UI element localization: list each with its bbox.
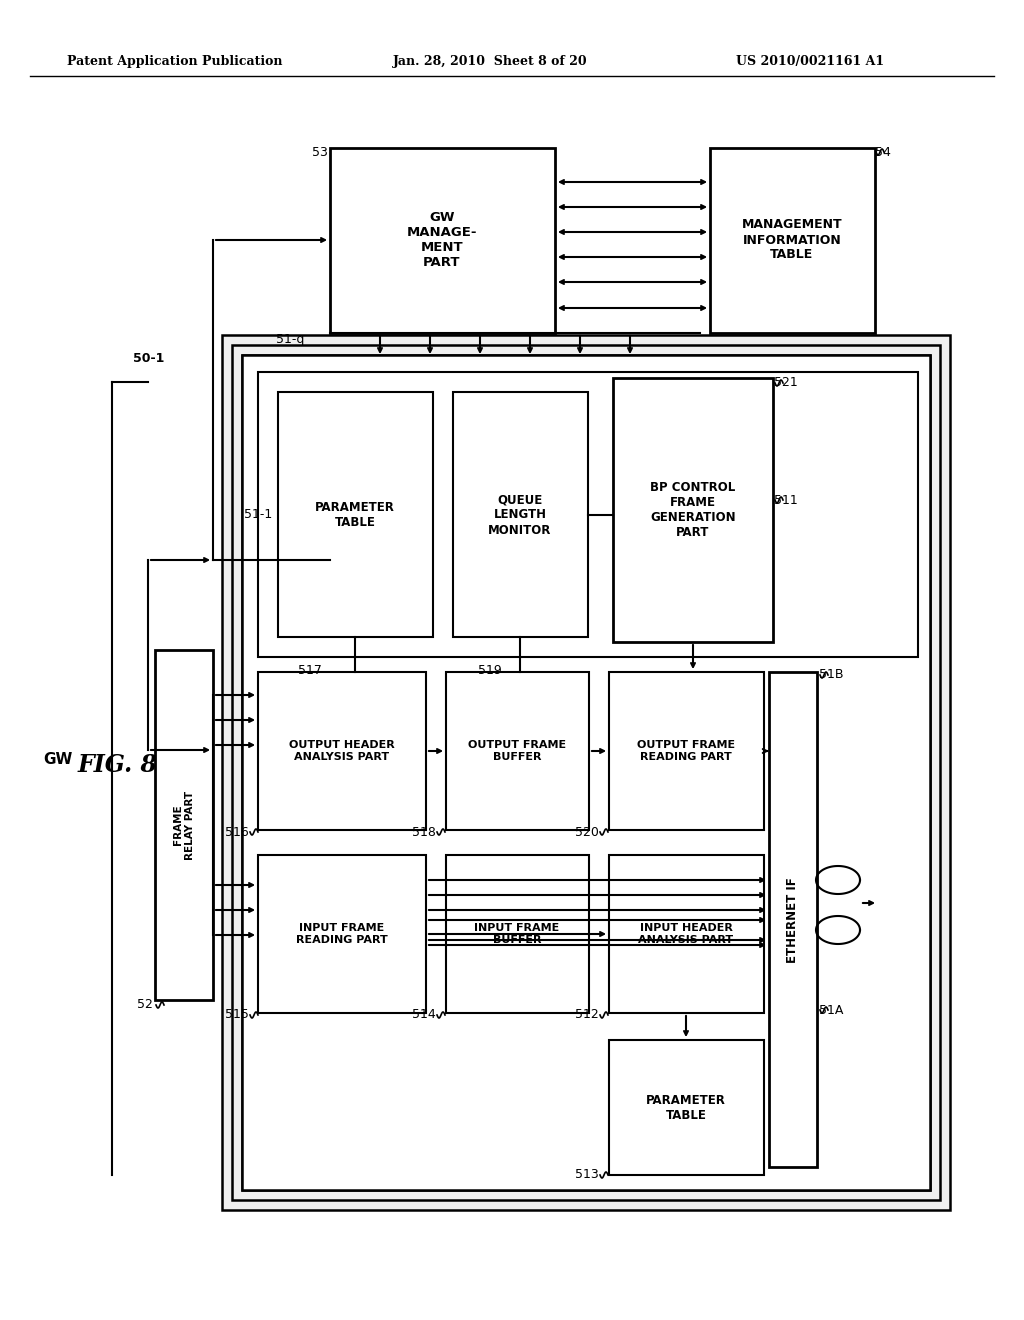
Text: 51B: 51B <box>819 668 844 681</box>
Text: INPUT FRAME
BUFFER: INPUT FRAME BUFFER <box>474 923 560 945</box>
Text: BP CONTROL
FRAME
GENERATION
PART: BP CONTROL FRAME GENERATION PART <box>650 480 736 539</box>
Text: GW
MANAGE-
MENT
PART: GW MANAGE- MENT PART <box>407 211 477 269</box>
Text: 519: 519 <box>478 664 502 677</box>
Bar <box>155 649 213 1001</box>
Text: 518: 518 <box>412 825 436 838</box>
Text: INPUT HEADER
ANALYSIS PART: INPUT HEADER ANALYSIS PART <box>638 923 733 945</box>
Bar <box>278 392 433 638</box>
Text: INPUT FRAME
READING PART: INPUT FRAME READING PART <box>296 923 388 945</box>
Bar <box>609 1040 764 1175</box>
Text: 520: 520 <box>575 825 599 838</box>
Text: 51-q: 51-q <box>276 334 304 346</box>
Text: 51A: 51A <box>819 1003 844 1016</box>
Bar <box>446 855 589 1012</box>
Text: US 2010/0021161 A1: US 2010/0021161 A1 <box>736 55 884 69</box>
Bar <box>609 855 764 1012</box>
Text: Patent Application Publication: Patent Application Publication <box>68 55 283 69</box>
Text: OUTPUT FRAME
READING PART: OUTPUT FRAME READING PART <box>637 741 735 762</box>
Text: 516: 516 <box>225 825 249 838</box>
Bar <box>258 672 426 830</box>
Text: 52: 52 <box>137 998 153 1011</box>
Bar <box>242 355 930 1191</box>
Text: 513: 513 <box>575 1168 599 1181</box>
Bar <box>258 372 918 657</box>
Text: 514: 514 <box>413 1008 436 1022</box>
Bar <box>609 672 764 830</box>
Bar <box>446 672 589 830</box>
Text: PARAMETER
TABLE: PARAMETER TABLE <box>315 502 395 529</box>
Text: OUTPUT HEADER
ANALYSIS PART: OUTPUT HEADER ANALYSIS PART <box>289 741 395 762</box>
Text: 50-1: 50-1 <box>133 351 165 364</box>
Bar <box>258 855 426 1012</box>
Text: 54: 54 <box>874 145 891 158</box>
Bar <box>330 148 555 333</box>
Text: GW: GW <box>43 752 73 767</box>
Text: FIG. 8: FIG. 8 <box>78 752 158 777</box>
Text: Jan. 28, 2010  Sheet 8 of 20: Jan. 28, 2010 Sheet 8 of 20 <box>392 55 588 69</box>
Text: QUEUE
LENGTH
MONITOR: QUEUE LENGTH MONITOR <box>488 494 552 536</box>
Text: 515: 515 <box>225 1008 249 1022</box>
Bar <box>769 672 817 1167</box>
Text: 512: 512 <box>575 1008 599 1022</box>
Text: 51-1: 51-1 <box>244 508 272 521</box>
Text: OUTPUT FRAME
BUFFER: OUTPUT FRAME BUFFER <box>468 741 566 762</box>
Bar <box>613 378 773 642</box>
Bar <box>242 355 930 1191</box>
Text: PARAMETER
TABLE: PARAMETER TABLE <box>646 1094 726 1122</box>
Text: 511: 511 <box>774 494 798 507</box>
Text: 517: 517 <box>298 664 322 677</box>
Bar <box>232 345 940 1200</box>
Text: FRAME
RELAY PART: FRAME RELAY PART <box>173 791 195 859</box>
Text: MANAGEMENT
INFORMATION
TABLE: MANAGEMENT INFORMATION TABLE <box>741 219 843 261</box>
Text: ETHERNET IF: ETHERNET IF <box>786 876 800 962</box>
Bar <box>222 335 950 1210</box>
Text: 521: 521 <box>774 376 798 389</box>
Text: 53: 53 <box>312 145 328 158</box>
Bar <box>453 392 588 638</box>
Bar <box>710 148 874 333</box>
